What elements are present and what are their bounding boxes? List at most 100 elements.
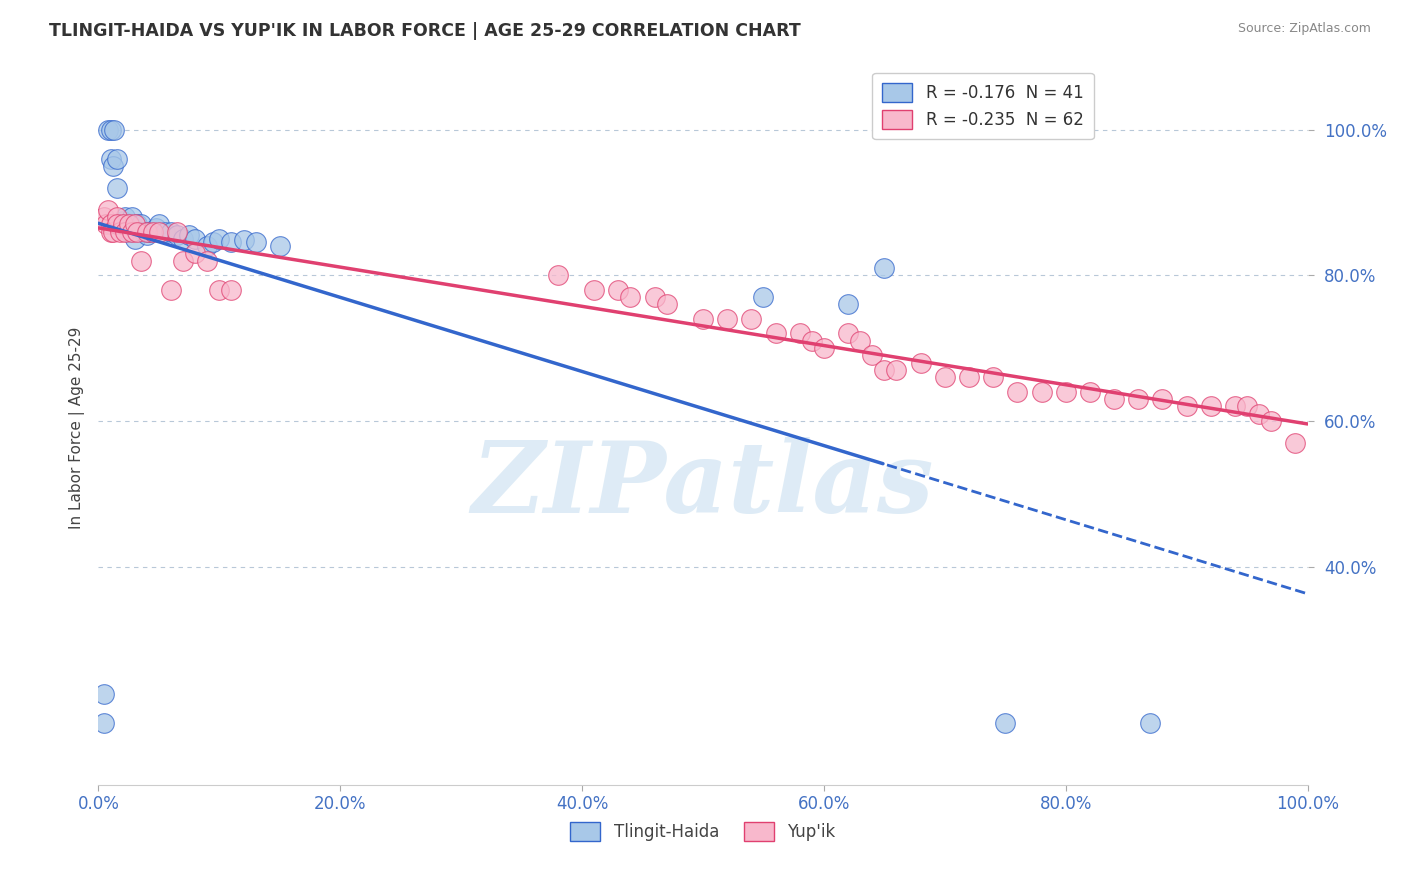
Point <box>957 370 980 384</box>
Point <box>221 235 243 250</box>
Point <box>138 225 160 239</box>
Point <box>1236 400 1258 414</box>
Point <box>837 297 859 311</box>
Point <box>692 312 714 326</box>
Point <box>100 225 122 239</box>
Point <box>101 159 124 173</box>
Point <box>135 228 157 243</box>
Text: TLINGIT-HAIDA VS YUP'IK IN LABOR FORCE | AGE 25-29 CORRELATION CHART: TLINGIT-HAIDA VS YUP'IK IN LABOR FORCE |… <box>49 22 801 40</box>
Point <box>166 225 188 239</box>
Point <box>145 221 167 235</box>
Text: ZIPatlas: ZIPatlas <box>472 437 934 533</box>
Point <box>765 326 787 341</box>
Point <box>547 268 569 283</box>
Point <box>100 122 122 136</box>
Point <box>105 152 128 166</box>
Point <box>118 225 141 239</box>
Point <box>111 217 134 231</box>
Point <box>1152 392 1174 406</box>
Point <box>607 283 630 297</box>
Point <box>1175 400 1198 414</box>
Point <box>208 283 231 297</box>
Point <box>172 232 194 246</box>
Point <box>583 283 606 297</box>
Point <box>127 217 149 231</box>
Point <box>789 326 811 341</box>
Point <box>135 225 157 239</box>
Point <box>142 225 165 239</box>
Point <box>160 225 183 239</box>
Legend: Tlingit-Haida, Yup'ik: Tlingit-Haida, Yup'ik <box>564 815 842 848</box>
Y-axis label: In Labor Force | Age 25-29: In Labor Force | Age 25-29 <box>69 327 84 529</box>
Point <box>994 716 1017 731</box>
Point <box>121 210 143 224</box>
Point <box>221 283 243 297</box>
Point <box>105 217 128 231</box>
Point <box>94 217 117 231</box>
Point <box>873 260 896 275</box>
Point <box>910 356 932 370</box>
Point <box>101 225 124 239</box>
Point <box>837 326 859 341</box>
Point <box>97 202 120 217</box>
Point <box>886 363 908 377</box>
Point <box>129 253 152 268</box>
Point <box>1139 716 1161 731</box>
Point <box>934 370 956 384</box>
Point <box>124 232 146 246</box>
Point <box>245 235 267 250</box>
Point <box>179 228 201 243</box>
Point <box>108 217 131 231</box>
Point <box>114 210 136 224</box>
Point <box>1260 414 1282 428</box>
Point <box>195 253 218 268</box>
Point <box>114 225 136 239</box>
Point <box>103 122 125 136</box>
Point <box>100 152 122 166</box>
Point <box>1199 400 1222 414</box>
Text: Source: ZipAtlas.com: Source: ZipAtlas.com <box>1237 22 1371 36</box>
Point <box>644 290 666 304</box>
Point <box>1128 392 1150 406</box>
Point <box>849 334 872 348</box>
Point <box>813 341 835 355</box>
Point <box>100 217 122 231</box>
Point <box>208 232 231 246</box>
Point <box>752 290 775 304</box>
Point <box>105 210 128 224</box>
Point <box>105 181 128 195</box>
Point <box>1031 384 1053 399</box>
Point <box>1284 435 1306 450</box>
Point <box>124 217 146 231</box>
Point <box>108 225 131 239</box>
Point <box>166 228 188 243</box>
Point <box>153 225 176 239</box>
Point <box>195 239 218 253</box>
Point <box>740 312 762 326</box>
Point <box>134 225 156 239</box>
Point <box>619 290 641 304</box>
Point <box>202 235 225 250</box>
Point <box>93 210 115 224</box>
Point <box>1223 400 1246 414</box>
Point <box>93 716 115 731</box>
Point <box>800 334 823 348</box>
Point <box>97 122 120 136</box>
Point <box>129 217 152 231</box>
Point <box>873 363 896 377</box>
Point <box>121 225 143 239</box>
Point <box>716 312 738 326</box>
Point <box>1007 384 1029 399</box>
Point <box>160 283 183 297</box>
Point <box>655 297 678 311</box>
Point <box>1054 384 1077 399</box>
Point <box>1078 384 1101 399</box>
Point <box>1102 392 1125 406</box>
Point <box>118 217 141 231</box>
Point <box>184 232 207 246</box>
Point <box>127 225 149 239</box>
Point <box>172 253 194 268</box>
Point <box>860 348 883 362</box>
Point <box>118 217 141 231</box>
Point <box>184 246 207 260</box>
